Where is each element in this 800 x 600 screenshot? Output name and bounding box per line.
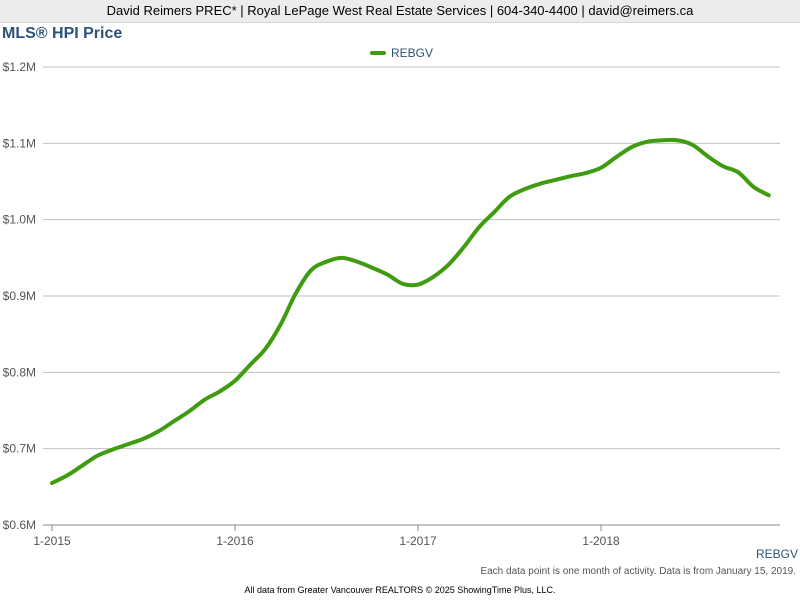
y-tick-label: $0.9M [3,289,36,303]
agent-contact-banner: David Reimers PREC* | Royal LePage West … [0,0,800,23]
x-tick-label: 1-2016 [216,534,254,548]
legend-label-rebgv: REBGV [391,46,434,60]
x-tick-label: 1-2017 [399,534,437,548]
chart-title: MLS® HPI Price [2,25,123,42]
series-line-rebgv [50,137,771,486]
agent-contact-text: David Reimers PREC* | Royal LePage West … [106,3,694,18]
y-tick-label: $1.0M [3,213,36,227]
data-footnote: Each data point is one month of activity… [480,566,796,577]
y-tick-label: $1.2M [3,60,36,74]
y-tick-label: $1.1M [3,136,36,150]
x-tick-label: 1-2015 [33,534,71,548]
y-tick-label: $0.8M [3,365,36,379]
legend-swatch-rebgv [370,51,386,55]
x-tick-label: 1-2018 [582,534,620,548]
y-tick-label: $0.6M [3,518,36,532]
data-source-credit: All data from Greater Vancouver REALTORS… [244,585,556,595]
series-corner-label: REBGV [755,547,798,561]
chart-legend[interactable]: REBGV [370,45,433,61]
y-tick-label: $0.7M [3,442,36,456]
